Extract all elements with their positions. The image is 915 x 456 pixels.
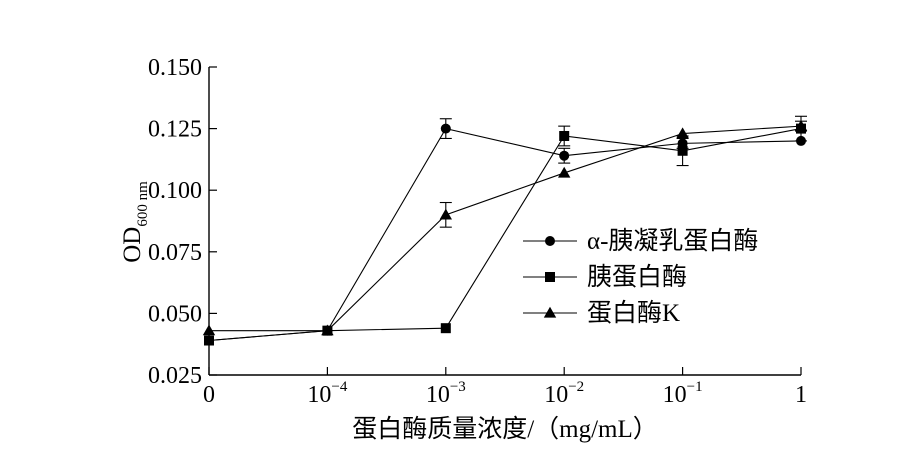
data-point-triangle (321, 324, 334, 336)
x-tick-label: 1 (795, 382, 807, 408)
series-triangle (202, 119, 808, 336)
x-tick-label: 10−3 (426, 379, 466, 408)
x-tick-label-base: 10 (663, 382, 687, 408)
data-point-circle (440, 123, 451, 134)
y-axis-title: OD600 nm (119, 181, 151, 263)
y-tick-label: 0.050 (148, 301, 202, 327)
legend-entry: 胰蛋白酶 (523, 263, 687, 291)
x-tick-label: 10−1 (663, 379, 703, 408)
y-tick-label: 0.075 (148, 240, 202, 266)
data-point-triangle (439, 208, 452, 220)
y-axis-title-subscript: 600 nm (135, 181, 151, 227)
data-point-square (204, 335, 214, 346)
legend-label: 蛋白酶K (587, 299, 680, 327)
y-tick-label: 0.125 (148, 117, 202, 143)
y-tick-label: 0.100 (148, 178, 202, 204)
x-tick-label: 0 (203, 382, 215, 408)
y-tick-label: 0.025 (148, 363, 202, 389)
x-tick-label-base: 10 (307, 382, 331, 408)
data-point-square (559, 130, 570, 141)
series-line (208, 128, 802, 342)
x-axis-title: 蛋白酶质量浓度/（mg/mL） (352, 415, 658, 443)
x-tick-label-base: 1 (795, 382, 807, 408)
series-layer (202, 115, 808, 346)
x-tick-label-base: 10 (544, 382, 568, 408)
x-tick-label-exponent: −2 (568, 379, 584, 395)
data-point-square (677, 145, 688, 156)
data-point-square (440, 323, 451, 334)
y-axis-title-main: OD (119, 227, 146, 263)
y-tick-label: 0.150 (148, 55, 202, 81)
legend-entry: 蛋白酶K (523, 299, 680, 327)
data-point-triangle (794, 119, 808, 131)
x-tick-label-exponent: −3 (450, 379, 466, 395)
y-ticks: 0.025 0.050 0.075 0.100 0.125 0.150 (148, 55, 217, 389)
x-tick-label-base: 0 (203, 382, 215, 408)
data-point-triangle (558, 166, 571, 178)
legend-marker-triangle (543, 306, 557, 318)
x-tick-label-exponent: −4 (331, 379, 347, 395)
x-tick-label-exponent: −1 (687, 379, 703, 395)
legend-marker-square (545, 272, 555, 282)
x-tick-label-base: 10 (426, 382, 450, 408)
data-point-triangle (202, 324, 216, 336)
x-tick-label: 10−4 (307, 379, 347, 408)
legend-label: α-胰凝乳蛋白酶 (587, 227, 758, 255)
legend-label: 胰蛋白酶 (587, 263, 687, 291)
x-tick-label: 10−2 (544, 379, 584, 408)
series-line (209, 125, 802, 332)
x-ticks: 0 10−4 10−3 10−2 10−1 1 (203, 367, 807, 408)
data-point-circle (559, 150, 570, 161)
axes (208, 67, 801, 376)
legend-entry: α-胰凝乳蛋白酶 (523, 227, 758, 255)
legend-marker-circle (545, 236, 555, 246)
data-point-triangle (676, 127, 689, 139)
